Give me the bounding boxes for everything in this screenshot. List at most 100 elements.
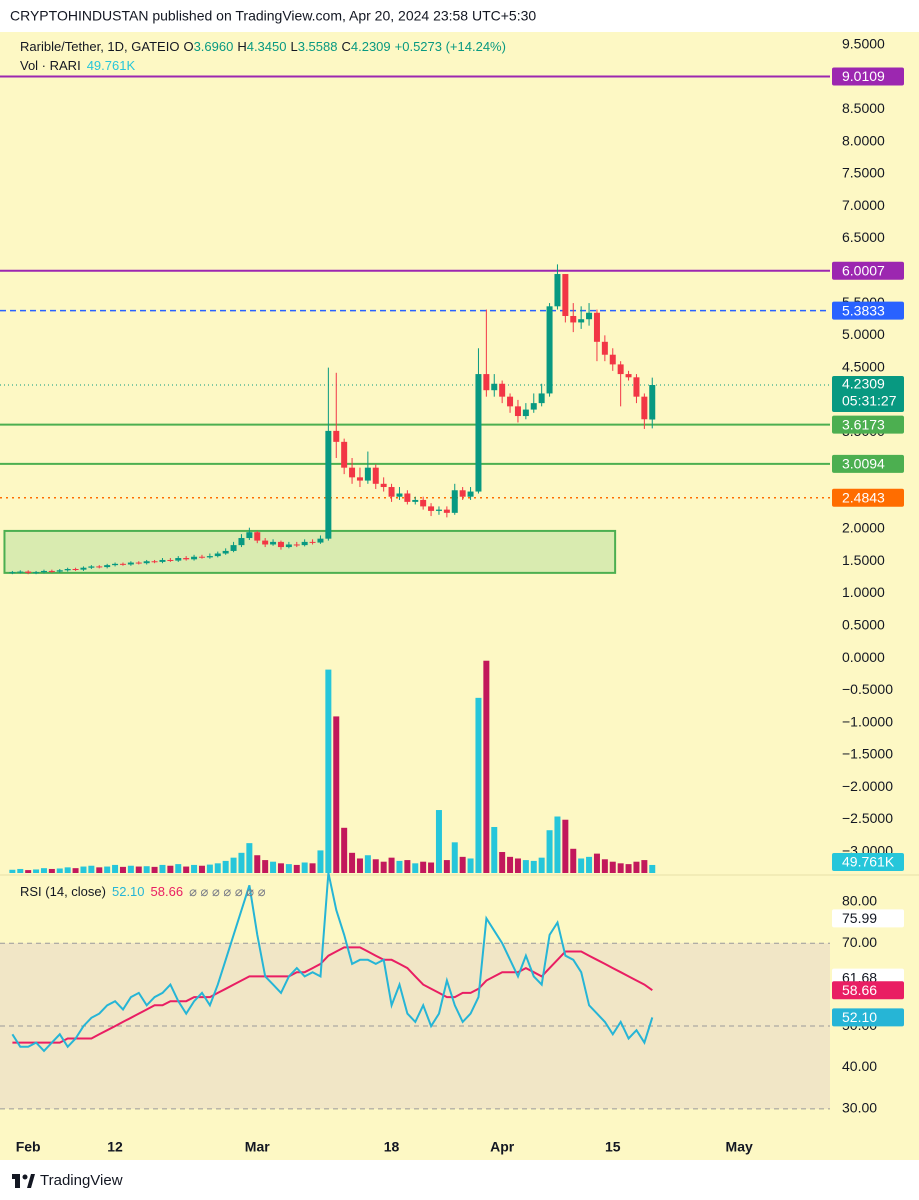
volume-bar <box>593 853 600 873</box>
volume-bar <box>17 868 24 873</box>
volume-legend: Vol · RARI 49.761K <box>20 58 135 73</box>
ohlc-value: 4.3450 <box>247 39 287 54</box>
level-label: 6.0007 <box>842 262 885 278</box>
candle-body <box>64 569 71 571</box>
y-tick-label: 7.0000 <box>842 197 885 213</box>
candle-body <box>183 558 190 560</box>
volume-bar <box>112 864 119 873</box>
volume-bar <box>309 863 316 873</box>
volume-bar <box>341 827 348 873</box>
rsi-ma-box <box>832 981 904 1000</box>
rsi-line <box>11 872 654 1053</box>
volume-bar <box>262 860 269 873</box>
volume-bar <box>159 864 166 873</box>
volume-bar <box>64 867 71 873</box>
candle-body <box>293 544 300 546</box>
volume-bar <box>349 852 356 873</box>
y-tick-label: 7.5000 <box>842 165 885 181</box>
candle-body <box>17 571 24 573</box>
candle-body <box>198 556 205 558</box>
level-box <box>832 67 904 86</box>
ohlc-value: 3.5588 <box>298 39 338 54</box>
candle-body <box>135 562 142 564</box>
candle-body <box>617 364 624 375</box>
candle-body <box>522 409 529 417</box>
ohlc-key: O <box>183 39 193 54</box>
candle-body <box>459 490 466 497</box>
x-tick-label: 15 <box>605 1139 621 1155</box>
candle-body <box>262 540 269 545</box>
volume-bar <box>88 865 95 873</box>
volume-bar <box>135 866 142 873</box>
volume-bar <box>412 863 419 873</box>
y-tick-label: 0.5000 <box>842 617 885 633</box>
volume-bar <box>104 866 111 873</box>
volume-bar <box>435 810 442 873</box>
x-tick-label: Mar <box>245 1139 270 1155</box>
volume-bar <box>570 848 577 873</box>
candle-body <box>254 532 261 541</box>
volume-bar <box>96 867 103 873</box>
volume-bar <box>625 864 632 873</box>
volume-bar <box>301 862 308 873</box>
volume-bar <box>649 864 656 873</box>
rsi-marker-label: 75.99 <box>842 910 877 926</box>
volume-bar <box>617 863 624 873</box>
candle-body <box>25 571 32 573</box>
candle-body <box>270 541 277 545</box>
volume-bar <box>499 852 506 873</box>
volume-bar <box>270 861 277 873</box>
rsi-ma-value: 58.66 <box>151 884 184 899</box>
candle-body <box>578 319 585 323</box>
rsi-value: 52.10 <box>112 884 145 899</box>
candle-body <box>420 499 427 507</box>
candle-body <box>554 274 561 307</box>
level-box <box>832 415 904 434</box>
volume-title: Vol · RARI <box>20 58 81 73</box>
candle-body <box>88 566 95 568</box>
volume-bar <box>214 863 221 873</box>
x-tick-label: May <box>726 1139 753 1155</box>
volume-bar <box>119 866 126 873</box>
rsi-tick-label: 30.00 <box>842 1100 877 1116</box>
candle-body <box>167 559 174 561</box>
x-tick-label: Apr <box>490 1139 515 1155</box>
volume-bar <box>483 660 490 873</box>
volume-bar <box>175 864 182 873</box>
y-tick-label: −1.0000 <box>842 713 893 729</box>
x-tick-label: 18 <box>384 1139 400 1155</box>
brand: TradingView <box>40 1172 123 1189</box>
volume-box <box>832 853 904 871</box>
candle-body <box>467 491 474 497</box>
candle-body <box>341 441 348 468</box>
x-tick-label: Feb <box>16 1139 41 1155</box>
volume-bar <box>333 716 340 873</box>
volume-bar <box>40 868 47 873</box>
candle-body <box>428 506 435 511</box>
candle-body <box>633 377 640 397</box>
volume-bar <box>380 861 387 873</box>
candle-body <box>609 354 616 365</box>
volume-bar <box>9 869 16 873</box>
candle-body <box>601 341 608 355</box>
y-tick-label: −1.5000 <box>842 746 893 762</box>
volume-bar <box>48 868 55 873</box>
level-label: 5.3833 <box>842 302 885 318</box>
candle-body <box>356 477 363 481</box>
volume-bar <box>277 863 284 873</box>
logo <box>12 1174 35 1188</box>
footer-bar <box>0 1160 919 1200</box>
candle-body <box>214 553 221 557</box>
volume-bar <box>372 859 379 873</box>
volume-bar <box>404 860 411 873</box>
volume-bar <box>475 697 482 873</box>
volume-bar <box>293 864 300 873</box>
candle-body <box>499 383 506 397</box>
candle-body <box>483 374 490 391</box>
volume-bar <box>609 861 616 873</box>
y-tick-label: 1.0000 <box>842 584 885 600</box>
y-tick-label: 6.5000 <box>842 229 885 245</box>
volume-bar <box>238 852 245 873</box>
